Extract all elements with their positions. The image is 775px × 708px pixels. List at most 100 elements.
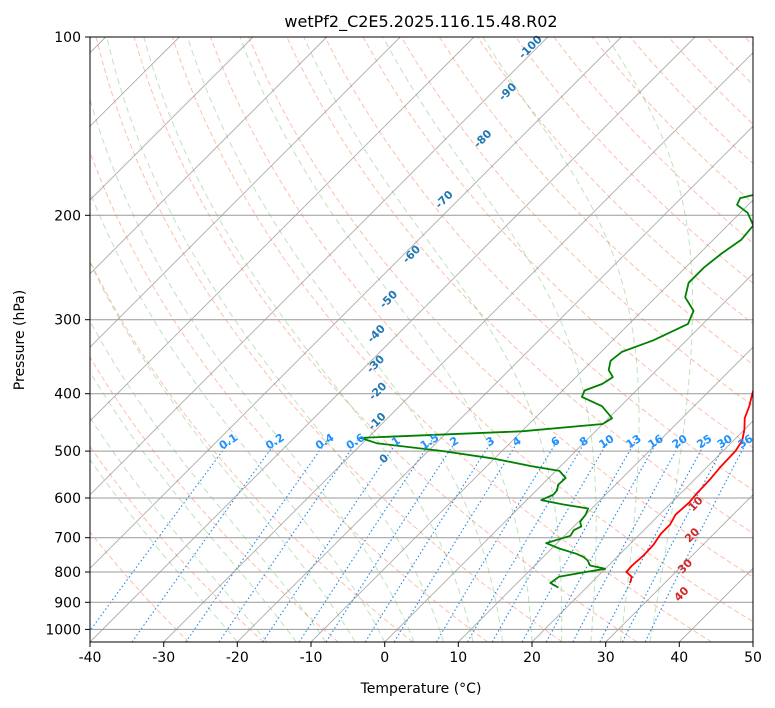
mixing-ratio-label: 20 bbox=[670, 432, 690, 451]
isotherm bbox=[457, 346, 753, 642]
moist-adiabat bbox=[606, 37, 694, 642]
mixing-ratio-line bbox=[521, 440, 637, 642]
isotherm bbox=[163, 52, 753, 642]
y-tick-label: 200 bbox=[54, 208, 81, 224]
dry-adiabat bbox=[706, 37, 753, 86]
dry-adiabat bbox=[515, 37, 753, 284]
mixing-ratio-label: 25 bbox=[694, 432, 714, 451]
mixing-ratio-line bbox=[491, 440, 609, 642]
dry-adiabat-label: 10 bbox=[686, 494, 706, 514]
isotherm bbox=[90, 37, 622, 569]
dry-adiabat bbox=[591, 37, 753, 204]
isotherm bbox=[605, 494, 753, 642]
adiabat-label: -30 bbox=[364, 352, 387, 375]
mixing-ratio-label: 6 bbox=[549, 434, 563, 449]
moist-adiabat bbox=[90, 370, 297, 642]
y-tick-label: 1000 bbox=[45, 622, 81, 638]
y-tick-label: 900 bbox=[54, 595, 81, 611]
dry-adiabat bbox=[744, 37, 753, 47]
grid-lines bbox=[90, 37, 753, 642]
x-tick-label: 50 bbox=[744, 650, 762, 666]
x-tick-label: -40 bbox=[79, 650, 102, 666]
adiabat-label: -90 bbox=[496, 80, 519, 103]
moist-adiabat bbox=[143, 37, 474, 642]
mixing-ratio-line bbox=[262, 440, 399, 642]
x-axis: -40 -30 -20 -10 0 10 20 30 40 50 bbox=[79, 642, 762, 666]
isotherm bbox=[90, 37, 401, 348]
mixing-ratio-line bbox=[185, 440, 328, 642]
dry-adiabat bbox=[90, 356, 339, 642]
temperature-line bbox=[625, 388, 753, 584]
dry-adiabat bbox=[248, 37, 753, 578]
dry-adiabat bbox=[171, 37, 712, 642]
background-lines bbox=[90, 37, 753, 642]
isotherm bbox=[678, 567, 753, 642]
dry-adiabat-label: 40 bbox=[672, 584, 692, 604]
mixing-ratio-label: 13 bbox=[624, 432, 644, 451]
mixing-ratio-label: 0.6 bbox=[344, 431, 368, 453]
dry-adiabat-label: 20 bbox=[682, 525, 702, 545]
series-lines bbox=[359, 194, 753, 589]
y-tick-label: 800 bbox=[54, 565, 81, 581]
dry-adiabat bbox=[95, 37, 563, 642]
x-tick-label: 30 bbox=[597, 650, 615, 666]
dry-adiabat bbox=[90, 445, 264, 642]
dewpoint-line bbox=[359, 194, 753, 589]
x-axis-label: Temperature (°C) bbox=[360, 681, 482, 697]
moist-adiabat bbox=[90, 320, 327, 642]
moist-adiabat bbox=[239, 37, 533, 642]
dry-adiabat bbox=[438, 37, 753, 366]
mixing-ratio-label: 16 bbox=[646, 432, 666, 451]
moist-adiabat bbox=[90, 190, 386, 642]
isotherm bbox=[752, 641, 753, 642]
mixing-ratio-label: 30 bbox=[715, 432, 735, 451]
moist-adiabat bbox=[90, 416, 268, 642]
moist-adiabat bbox=[303, 37, 563, 642]
adiabat-label: -40 bbox=[365, 322, 388, 345]
dry-adiabat bbox=[90, 531, 190, 642]
mixing-ratio-line bbox=[545, 440, 659, 642]
y-axis: 100 200 300 400 500 600 700 800 900 1000 bbox=[45, 30, 90, 638]
isotherm bbox=[90, 37, 696, 642]
x-tick-label: 10 bbox=[449, 650, 467, 666]
y-tick-label: 600 bbox=[54, 491, 81, 507]
dry-adiabat bbox=[210, 37, 753, 623]
moist-adiabat bbox=[90, 97, 415, 642]
mixing-ratio-label: 10 bbox=[597, 432, 617, 451]
x-tick-label: -20 bbox=[226, 650, 249, 666]
mixing-ratio-line bbox=[393, 440, 520, 642]
moist-adiabat bbox=[90, 458, 238, 642]
isotherm bbox=[90, 37, 328, 275]
adiabat-label: -50 bbox=[377, 288, 400, 311]
moist-adiabat bbox=[382, 37, 597, 642]
adiabat-label: -60 bbox=[400, 242, 423, 265]
x-tick-label: 0 bbox=[380, 650, 389, 666]
isotherm bbox=[90, 37, 549, 496]
dry-adiabat bbox=[668, 37, 753, 125]
adiabat-label: -70 bbox=[433, 188, 456, 211]
mixing-ratio-label: 0.1 bbox=[217, 431, 240, 453]
dry-adiabat bbox=[553, 37, 753, 244]
adiabat-label: 0 bbox=[377, 451, 392, 466]
mixing-ratio-line bbox=[364, 440, 493, 642]
dry-adiabat bbox=[400, 37, 753, 407]
moist-adiabat bbox=[106, 37, 445, 642]
mixing-ratio-line bbox=[644, 440, 748, 642]
isotherm bbox=[90, 37, 475, 422]
x-tick-label: 40 bbox=[670, 650, 688, 666]
moist-adiabat bbox=[482, 37, 640, 642]
moist-adiabat bbox=[187, 37, 503, 642]
isotherm bbox=[90, 37, 254, 201]
mixing-ratio-line bbox=[90, 440, 231, 632]
y-axis-label: Pressure (hPa) bbox=[12, 290, 28, 390]
x-tick-label: -10 bbox=[300, 650, 323, 666]
mixing-ratio-line bbox=[325, 440, 457, 642]
x-tick-label: 20 bbox=[523, 650, 541, 666]
chart-title: wetPf2_C2E5.2025.116.15.48.R02 bbox=[284, 12, 557, 32]
moist-adiabat bbox=[90, 261, 356, 642]
mixing-ratio-line bbox=[298, 440, 432, 642]
y-tick-label: 300 bbox=[54, 313, 81, 329]
isotherm bbox=[531, 420, 753, 642]
y-tick-label: 100 bbox=[54, 30, 81, 46]
